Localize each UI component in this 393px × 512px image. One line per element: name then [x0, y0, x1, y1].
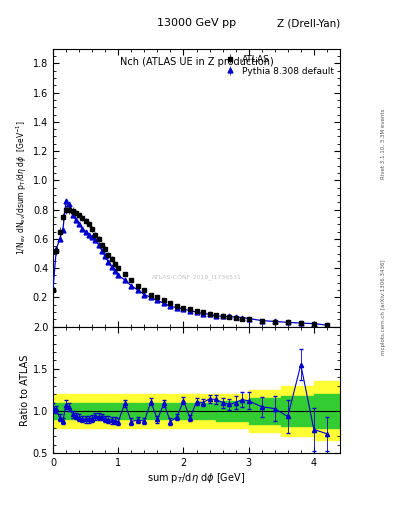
- Text: Z (Drell-Yan): Z (Drell-Yan): [277, 18, 340, 28]
- Text: Rivet 3.1.10, 3.3M events: Rivet 3.1.10, 3.3M events: [381, 108, 386, 179]
- Text: Nch (ATLAS UE in Z production): Nch (ATLAS UE in Z production): [119, 57, 274, 67]
- X-axis label: sum p$_T$/d$\eta$ d$\phi$ [GeV]: sum p$_T$/d$\eta$ d$\phi$ [GeV]: [147, 471, 246, 485]
- Legend: ATLAS, Pythia 8.308 default: ATLAS, Pythia 8.308 default: [222, 53, 336, 77]
- Y-axis label: 1/N$_\mathregular{ev}$ dN$_\mathregular{ev}$/dsum p$_\mathregular{T}$/d$\eta$ d$: 1/N$_\mathregular{ev}$ dN$_\mathregular{…: [14, 120, 29, 255]
- Text: ATLAS-CONF-2019_I1736531: ATLAS-CONF-2019_I1736531: [152, 274, 241, 280]
- Y-axis label: Ratio to ATLAS: Ratio to ATLAS: [20, 354, 30, 425]
- Text: 13000 GeV pp: 13000 GeV pp: [157, 18, 236, 28]
- Text: mcplots.cern.ch [arXiv:1306.3436]: mcplots.cern.ch [arXiv:1306.3436]: [381, 260, 386, 355]
